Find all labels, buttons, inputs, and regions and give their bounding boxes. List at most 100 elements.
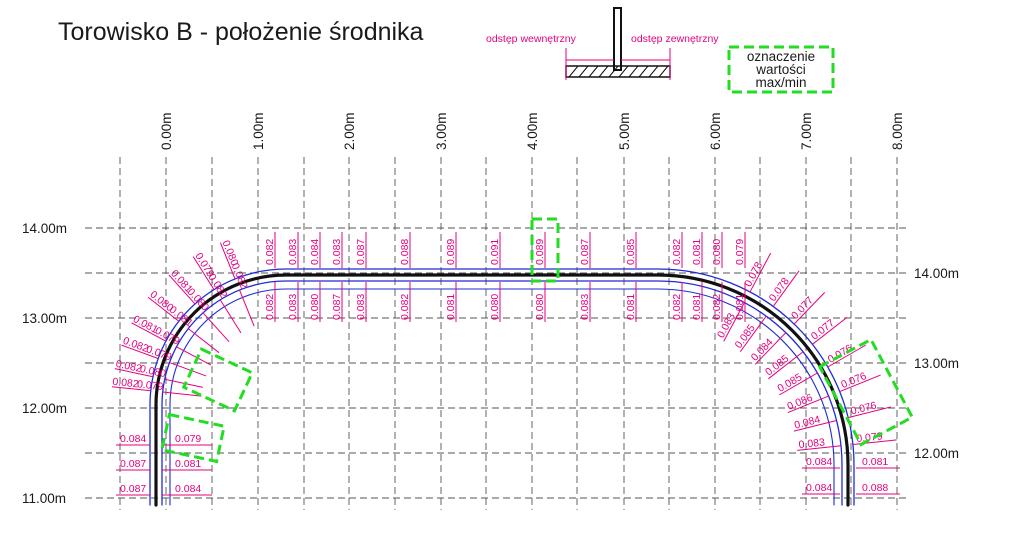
measure-label-outer: 0.082 bbox=[671, 239, 683, 265]
measure-label-outer: 0.089 bbox=[534, 239, 546, 265]
y-left-tick-label: 12.00m bbox=[22, 401, 67, 416]
measure-tick bbox=[121, 344, 159, 359]
measure-tick bbox=[793, 420, 837, 432]
measure-label-inner: 0.083 bbox=[287, 294, 299, 320]
measure-tick bbox=[219, 299, 242, 334]
measure-label-outer: 0.082 bbox=[112, 376, 140, 391]
measure-tick bbox=[768, 351, 804, 380]
measure-tick bbox=[202, 312, 230, 343]
measure-label-inner: 0.085 bbox=[763, 353, 791, 379]
measure-label-outer: 0.085 bbox=[625, 239, 637, 265]
measure-tick bbox=[164, 378, 203, 388]
measure-tick bbox=[114, 368, 154, 378]
x-tick-label: 4.00m bbox=[525, 112, 540, 150]
x-tick-label: 1.00m bbox=[251, 112, 266, 150]
x-tick-label: 2.00m bbox=[342, 112, 357, 150]
measure-label-outer: 0.088 bbox=[399, 239, 411, 265]
measure-tick bbox=[852, 439, 897, 446]
x-tick-label: 8.00m bbox=[890, 112, 905, 150]
measure-label-inner: 0.085 bbox=[775, 371, 804, 395]
measure-label-inner: 0.080 bbox=[534, 294, 546, 320]
page-title: Torowisko B - położenie środnika bbox=[58, 18, 424, 46]
measure-label-inner: 0.083 bbox=[579, 294, 591, 320]
measure-label-inner: 0.081 bbox=[445, 294, 457, 320]
measure-tick bbox=[787, 395, 829, 414]
measure-label-outer: 0.082 bbox=[264, 239, 276, 265]
measure-tick bbox=[772, 270, 800, 307]
measure-label-outer: 0.087 bbox=[355, 239, 367, 265]
measure-label-outer: 0.088 bbox=[862, 482, 888, 494]
x-tick-label: 0.00m bbox=[159, 112, 174, 150]
measure-label-inner: 0.081 bbox=[734, 294, 746, 320]
measure-label-outer: 0.087 bbox=[120, 458, 146, 470]
y-left-tick-label: 14.00m bbox=[22, 221, 67, 236]
y-right-tick-label: 14.00m bbox=[914, 266, 959, 281]
y-right-tick-label: 13.00m bbox=[914, 356, 959, 371]
measure-label-inner: 0.082 bbox=[711, 294, 723, 320]
measure-label-outer: 0.076 bbox=[849, 400, 878, 418]
measure-tick bbox=[723, 302, 745, 342]
measure-tick bbox=[176, 346, 212, 366]
measure-label-inner: 0.082 bbox=[264, 294, 276, 320]
measure-label-inner: 0.080 bbox=[139, 363, 167, 380]
measure-tick bbox=[147, 296, 180, 322]
measure-label-outer: 0.079 bbox=[856, 430, 884, 445]
measure-label-outer: 0.081 bbox=[862, 456, 888, 468]
measure-label-inner: 0.083 bbox=[355, 294, 367, 320]
measure-label-inner: 0.087 bbox=[331, 294, 343, 320]
measure-label-inner: 0.084 bbox=[806, 456, 832, 468]
measure-label-inner: 0.081 bbox=[175, 458, 201, 470]
measure-tick bbox=[797, 445, 842, 451]
measure-label-outer: 0.084 bbox=[120, 433, 146, 445]
measure-tick bbox=[239, 289, 255, 327]
measure-tick bbox=[827, 344, 867, 368]
measure-tick bbox=[739, 315, 767, 353]
legend-box-line-3: max/min bbox=[755, 75, 806, 90]
rail-inner-edge-2 bbox=[169, 288, 835, 506]
measure-label-outer: 0.089 bbox=[445, 239, 457, 265]
legend-outer-label: odstęp zewnętrzny bbox=[631, 33, 719, 45]
measure-label-outer: 0.083 bbox=[287, 239, 299, 265]
legend-highlight-box bbox=[727, 45, 835, 94]
measure-tick bbox=[848, 406, 891, 419]
highlight-box bbox=[530, 217, 560, 283]
measure-label-outer: 0.076 bbox=[839, 370, 868, 391]
measure-label-inner: 0.080 bbox=[309, 294, 321, 320]
measure-label-outer: 0.084 bbox=[309, 239, 321, 265]
grid bbox=[85, 157, 910, 510]
measure-tick bbox=[162, 391, 202, 397]
legend-box-line-2: wartości bbox=[755, 62, 806, 77]
rail-outer-edge bbox=[149, 268, 855, 506]
legend-box-line-1: oznaczenie bbox=[747, 49, 815, 64]
x-tick-label: 6.00m bbox=[708, 112, 723, 150]
measure-label-inner: 0.080 bbox=[489, 294, 501, 320]
track bbox=[149, 268, 855, 507]
measure-tick bbox=[793, 292, 826, 325]
measure-label-inner: 0.084 bbox=[793, 414, 822, 432]
measure-label-inner: 0.081 bbox=[625, 294, 637, 320]
measure-label-inner: 0.082 bbox=[206, 272, 230, 301]
measure-label-inner: 0.079 bbox=[153, 325, 182, 348]
measure-label-inner: 0.084 bbox=[806, 482, 832, 494]
measure-label-outer: 0.078 bbox=[767, 275, 792, 303]
measure-tick bbox=[839, 374, 881, 393]
measure-label-outer: 0.079 bbox=[734, 239, 746, 265]
y-right-tick-label: 12.00m bbox=[914, 446, 959, 461]
measure-tick bbox=[111, 386, 151, 392]
y-left-tick-label: 13.00m bbox=[22, 311, 67, 326]
highlight-box bbox=[181, 347, 255, 413]
measure-label-outer: 0.081 bbox=[691, 239, 703, 265]
measure-tick bbox=[812, 316, 848, 345]
measure-label-inner: 0.079 bbox=[175, 433, 201, 445]
measure-tick bbox=[187, 328, 220, 354]
measure-label-outer: 0.083 bbox=[331, 239, 343, 265]
legend-inner-label: odstęp wewnętrzny bbox=[486, 33, 577, 45]
measure-label-inner: 0.081 bbox=[691, 294, 703, 320]
highlight-box bbox=[160, 412, 226, 464]
measure-label-outer: 0.082 bbox=[115, 358, 143, 375]
x-tick-label: 7.00m bbox=[799, 112, 814, 150]
measure-tick bbox=[168, 274, 196, 305]
measure-tick bbox=[778, 372, 818, 396]
measure-label-inner: 0.086 bbox=[786, 392, 815, 413]
